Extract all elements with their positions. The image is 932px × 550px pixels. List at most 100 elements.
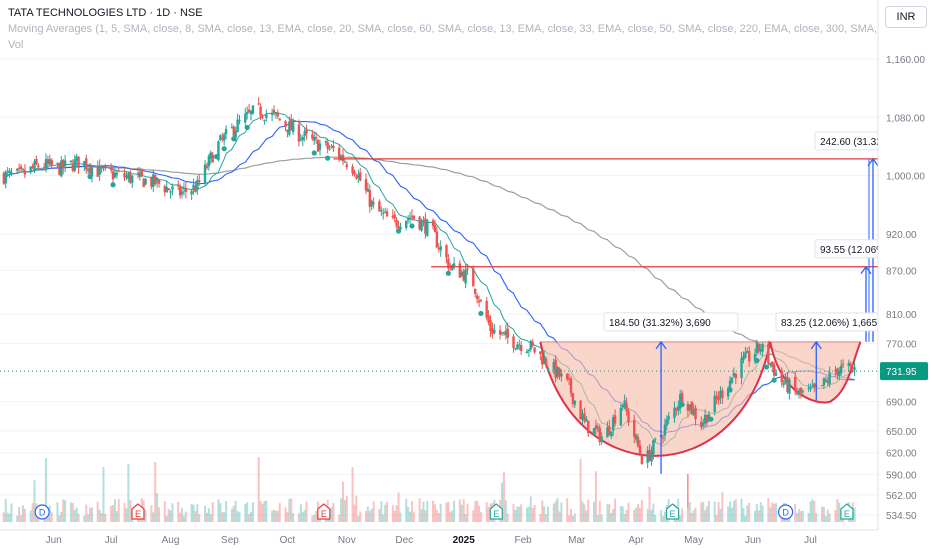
volume-bar <box>98 509 101 522</box>
candle-body <box>795 391 799 395</box>
candle-body <box>198 180 201 182</box>
volume-bar <box>217 499 220 522</box>
earnings-marker <box>131 503 145 520</box>
volume-bar <box>56 502 59 522</box>
x-tick-label: Jun <box>46 535 62 546</box>
candle-body <box>506 328 509 338</box>
volume-bar <box>418 498 421 522</box>
candle-body <box>592 428 596 435</box>
volume-bar <box>610 513 613 522</box>
candle-body <box>314 137 318 139</box>
candle-body <box>219 135 222 141</box>
candle-body <box>652 440 655 455</box>
candle-body <box>29 166 32 173</box>
candle-body <box>98 165 101 175</box>
candle-body <box>86 169 90 171</box>
volume-bar <box>573 513 576 522</box>
candle-body <box>127 173 130 179</box>
volume-bar <box>688 502 691 522</box>
indicator-legend[interactable]: Moving Averages (1, 5, SMA, close, 8, SM… <box>8 23 880 35</box>
volume-bar <box>311 515 314 522</box>
candle-body <box>836 368 839 375</box>
candle-body <box>466 268 469 270</box>
volume-bar <box>554 500 557 522</box>
volume-bar <box>397 492 400 522</box>
x-tick-label: Aug <box>162 535 180 546</box>
volume-bar <box>364 511 367 522</box>
volume-bar <box>71 502 74 522</box>
candle-body <box>439 246 442 251</box>
candle-body <box>435 231 439 248</box>
volume-bar <box>775 503 778 522</box>
volume-bar <box>571 515 574 522</box>
volume-bar <box>623 513 626 522</box>
volume-bar <box>541 500 544 522</box>
volume-bar <box>171 503 174 522</box>
signal-dot <box>244 124 250 131</box>
signal-dot <box>110 182 116 188</box>
volume-bar <box>585 510 588 522</box>
volume-bar <box>315 510 318 522</box>
volume-bar <box>838 502 841 522</box>
currency-button[interactable]: INR <box>885 6 927 28</box>
candle-body <box>715 395 718 399</box>
volume-bar <box>514 509 517 522</box>
candle-body <box>686 404 690 411</box>
measure-target-2-label-text: 242.60 (31.32 <box>820 137 882 148</box>
volume-bar <box>836 499 839 522</box>
candle-body <box>565 373 569 380</box>
candle-body <box>834 370 837 372</box>
volume-legend[interactable]: Vol <box>8 39 24 51</box>
volume-bar <box>633 510 636 522</box>
candle-body <box>757 343 760 352</box>
candle-body <box>316 140 320 152</box>
candle-body <box>705 414 709 423</box>
candle-body <box>313 136 316 141</box>
volume-bar <box>460 504 463 522</box>
volume-bar <box>834 510 837 522</box>
candle-body <box>661 437 665 439</box>
volume-bar <box>501 482 504 522</box>
candle-body <box>851 366 854 369</box>
candle-body <box>422 220 425 222</box>
x-tick-label: Apr <box>628 535 644 546</box>
candle-body <box>799 387 803 393</box>
candle-body <box>4 171 7 184</box>
volume-bar <box>742 508 745 522</box>
candle-body <box>611 417 615 431</box>
measure-target-2-label: 242.60 (31.32 <box>814 131 882 151</box>
y-tick-label: 920.00 <box>886 230 917 241</box>
x-tick-label: Jul <box>105 535 118 546</box>
volume-bar <box>303 509 306 522</box>
candle-body <box>516 344 519 350</box>
volume-bar <box>435 509 438 522</box>
volume-bar <box>502 472 505 522</box>
candle-body <box>433 224 437 233</box>
volume-bar <box>169 510 172 522</box>
measure-target-1-label-text: 93.55 (12.06% <box>820 245 885 256</box>
candle-body <box>353 171 356 175</box>
candle-body <box>841 363 845 365</box>
candle-body <box>477 300 481 303</box>
volume-bar <box>487 506 490 522</box>
last-price-label: 731.95 <box>886 367 917 378</box>
candle-body <box>236 119 239 133</box>
candle-body <box>437 247 440 249</box>
candle-body <box>234 130 237 138</box>
last-price-tag <box>880 362 928 381</box>
earnings-marker <box>489 503 503 520</box>
candle-body <box>619 407 623 426</box>
y-tick-label: 620.00 <box>886 449 917 460</box>
measure-cup-label-text: 184.50 (31.32%) 3,690 <box>609 318 711 329</box>
candle-body <box>399 226 402 230</box>
volume-bar <box>372 501 375 522</box>
candle-body <box>542 356 546 365</box>
candle-body <box>291 122 295 133</box>
candle-body <box>809 387 812 390</box>
x-tick-label: Sep <box>221 535 239 546</box>
volume-bar <box>813 500 816 522</box>
volume-bar <box>104 513 107 522</box>
candle-body <box>485 300 488 318</box>
volume-bar <box>165 515 168 522</box>
